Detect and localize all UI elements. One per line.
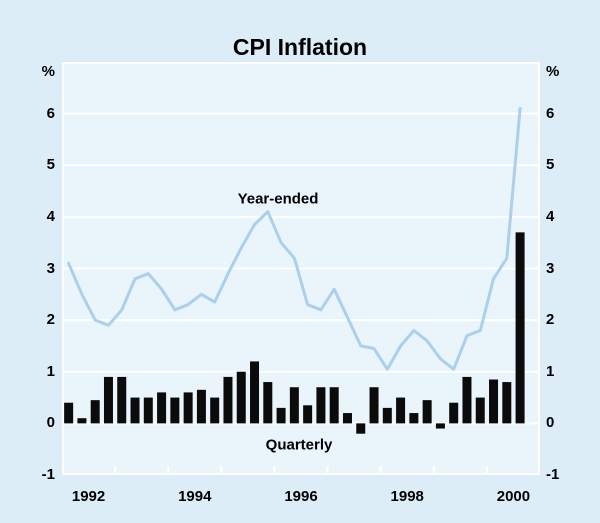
quarterly-bar-1999Q2 — [449, 402, 459, 424]
y-axis-unit-left: % — [41, 63, 55, 80]
y-tick-label-right-0: 0 — [546, 414, 555, 432]
y-tick-label-left-4: 4 — [46, 207, 55, 225]
quarterly-bar-2000Q3 — [515, 232, 525, 424]
quarterly-bar-1994Q1 — [170, 397, 180, 424]
y-axis-unit-right: % — [546, 63, 560, 80]
y-tick-label-left-1: 1 — [46, 362, 55, 380]
quarterly-bar-2000Q1 — [489, 379, 499, 424]
quarterly-bar-1998Q4 — [422, 400, 432, 424]
chart-title: CPI Inflation — [232, 34, 368, 60]
quarterly-bar-1995Q2 — [236, 371, 246, 424]
quarterly-bar-1996Q4 — [316, 387, 326, 424]
y-tick-label-left-3: 3 — [46, 259, 55, 277]
quarterly-bar-1995Q1 — [223, 376, 233, 424]
x-tick-label-1998: 1998 — [390, 488, 424, 505]
quarterly-bar-1994Q2 — [183, 392, 193, 424]
quarterly-bar-1996Q2 — [289, 387, 299, 424]
quarterly-bar-1993Q1 — [117, 376, 127, 424]
quarterly-bar-1992Q4 — [103, 376, 113, 424]
quarterly-bar-1992Q2 — [77, 418, 87, 424]
quarterly-bar-1997Q2 — [342, 413, 352, 424]
quarterly-bar-1997Q3 — [356, 423, 366, 434]
plot-frame — [62, 62, 540, 475]
y-tick-label-right-4: 4 — [546, 207, 555, 225]
quarterly-bar-1999Q3 — [462, 376, 472, 424]
quarterly-bar-1998Q1 — [382, 407, 392, 424]
quarterly-bar-2000Q2 — [502, 382, 512, 424]
quarterly-bar-1997Q4 — [369, 387, 379, 424]
x-tick-label-1992: 1992 — [71, 488, 106, 505]
quarterly-bar-1999Q4 — [475, 397, 485, 424]
quarterly-bar-1992Q1 — [64, 402, 74, 424]
y-tick-label-left-6: 6 — [46, 104, 55, 122]
quarterly-bar-1996Q3 — [303, 405, 313, 424]
quarterly-bar-1994Q3 — [196, 389, 206, 424]
quarterly-bar-1993Q3 — [143, 397, 153, 424]
y-tick-label-left-5: 5 — [46, 156, 55, 174]
x-tick-label-1994: 1994 — [178, 488, 212, 505]
y-tick-label-right-2: 2 — [546, 311, 555, 329]
y-tick-label-right--1: -1 — [546, 466, 560, 483]
quarterly-bar-1999Q1 — [435, 423, 445, 429]
quarterly-bar-1995Q3 — [250, 361, 260, 424]
quarterly-bar-1994Q4 — [210, 397, 220, 424]
series-label-quarterly: Quarterly — [265, 436, 333, 454]
y-tick-label-right-5: 5 — [546, 156, 555, 174]
y-tick-label-left--1: -1 — [41, 466, 55, 483]
year-ended-line — [67, 107, 522, 371]
y-tick-label-left-2: 2 — [46, 311, 55, 329]
quarterly-bar-1998Q3 — [409, 413, 419, 424]
y-tick-label-right-6: 6 — [546, 104, 555, 122]
y-tick-label-right-3: 3 — [546, 259, 555, 277]
x-tick-label-1996: 1996 — [284, 488, 318, 505]
y-tick-label-left-0: 0 — [46, 414, 55, 432]
quarterly-bar-1996Q1 — [276, 407, 286, 424]
quarterly-bar-1997Q1 — [329, 387, 339, 424]
plot-area: Year-ended Quarterly — [62, 62, 540, 475]
y-tick-label-right-1: 1 — [546, 362, 555, 380]
series-label-year-ended: Year-ended — [237, 190, 319, 208]
quarterly-bar-1992Q3 — [90, 400, 100, 424]
quarterly-bar-1993Q2 — [130, 397, 140, 424]
chart-svg — [62, 62, 540, 475]
x-tick-label-2000: 2000 — [496, 488, 531, 505]
quarterly-bar-1995Q4 — [263, 382, 273, 424]
quarterly-bar-1998Q2 — [396, 397, 406, 424]
quarterly-bar-1993Q4 — [157, 392, 167, 424]
